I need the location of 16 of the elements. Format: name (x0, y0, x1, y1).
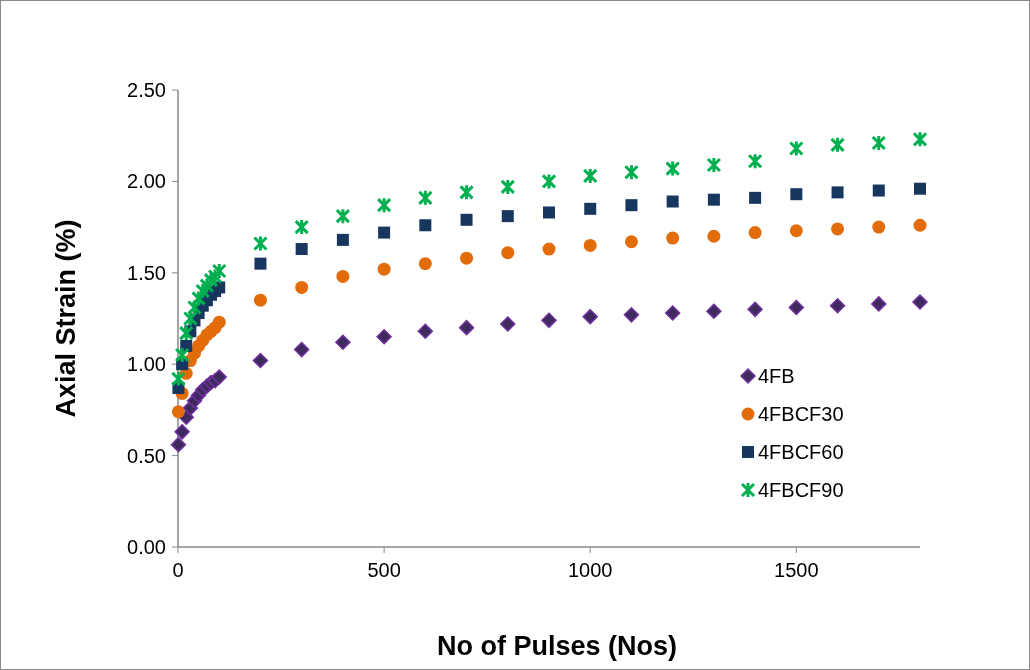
legend-label: 4FBCF30 (758, 403, 844, 425)
legend-label: 4FB (758, 365, 795, 387)
y-tick-label: 0.50 (127, 444, 166, 467)
y-axis-title: Axial Strain (%) (51, 219, 81, 418)
y-tick-label: 2.50 (127, 79, 166, 101)
y-tick-label: 2.00 (127, 170, 166, 193)
legend-label: 4FBCF60 (758, 441, 844, 463)
x-tick-label: 500 (367, 559, 401, 581)
x-tick-label: 1000 (567, 559, 613, 581)
legend-label: 4FBCF90 (758, 479, 844, 501)
x-tick-label: 1500 (774, 559, 819, 581)
y-tick-label: 1.00 (127, 353, 166, 376)
y-tick-label: 0.00 (127, 536, 166, 558)
x-axis-title: No of Pulses (Nos) (436, 631, 678, 661)
x-tick-label: 0 (172, 559, 184, 581)
y-tick-label: 1.50 (127, 261, 166, 284)
